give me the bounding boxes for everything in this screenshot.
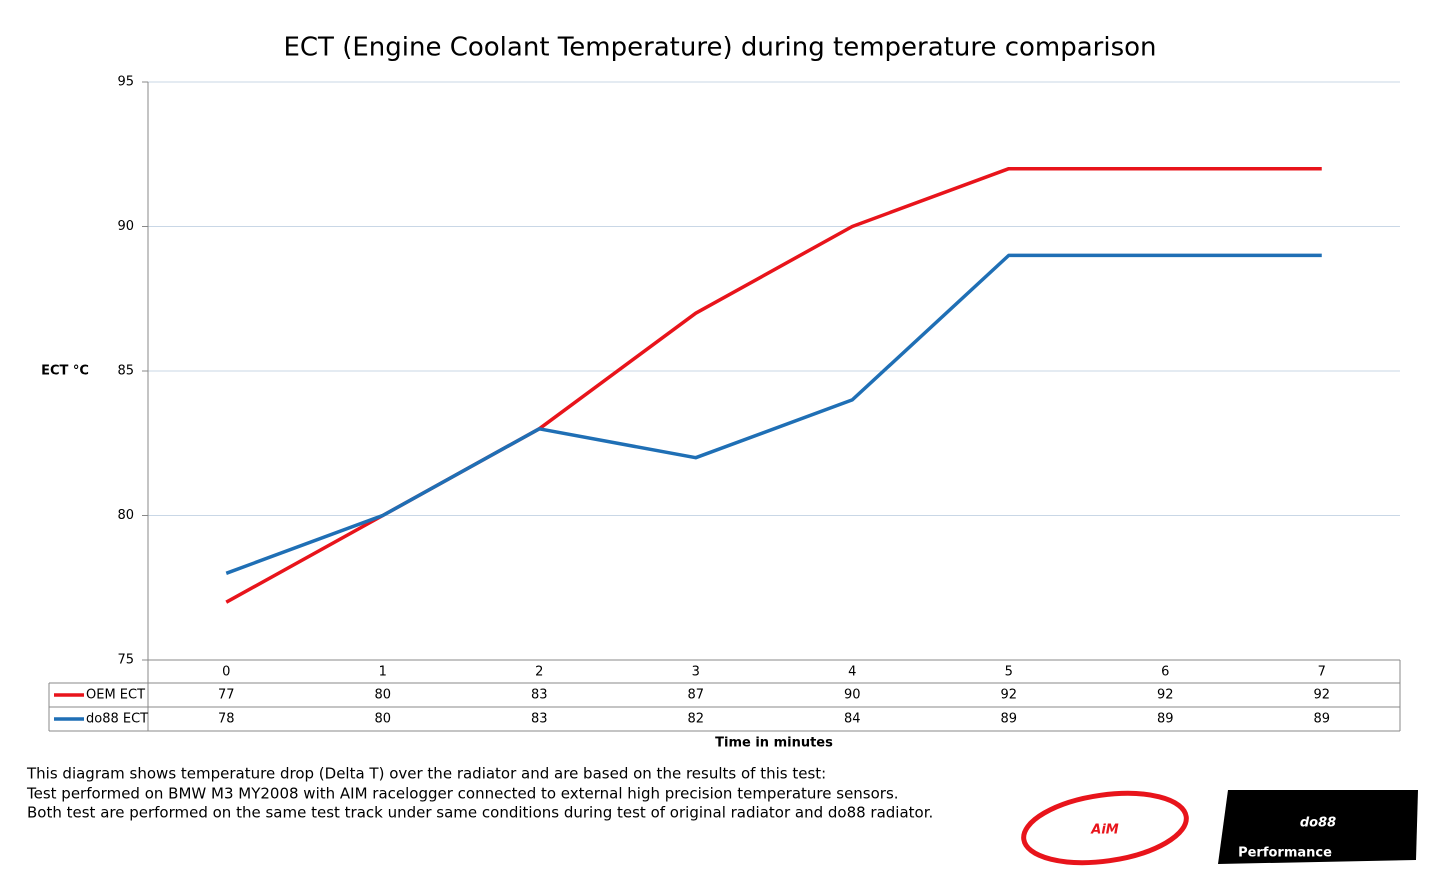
table-value: 87: [687, 688, 704, 703]
table-value: 92: [1000, 688, 1017, 703]
table-value: 89: [1000, 712, 1017, 727]
series-line: [225, 253, 1322, 575]
x-tick-label: 2: [535, 665, 543, 680]
series-line: [225, 166, 1322, 604]
y-tick-label: 75: [117, 653, 134, 668]
x-tick-label: 0: [222, 665, 230, 680]
table-value: 83: [531, 688, 548, 703]
x-tick-label: 3: [692, 665, 700, 680]
note: This diagram shows temperature drop (Del…: [26, 765, 826, 783]
aim-logo: AiM: [1021, 790, 1189, 866]
x-tick-label: 6: [1161, 665, 1169, 680]
logo-text: AiM: [1090, 823, 1119, 838]
table-value: 83: [531, 712, 548, 727]
table-value: 92: [1157, 688, 1174, 703]
x-axis-label: Time in minutes: [715, 736, 833, 751]
table-value: 80: [374, 688, 391, 703]
table-value: 82: [687, 712, 704, 727]
table-value: 78: [218, 712, 235, 727]
legend-label: do88 ECT: [86, 712, 148, 727]
note: Test performed on BMW M3 MY2008 with AIM…: [26, 785, 899, 803]
y-tick-label: 85: [117, 364, 134, 379]
x-tick-label: 1: [379, 665, 387, 680]
table-value: 80: [374, 712, 391, 727]
table-value: 89: [1313, 712, 1330, 727]
table-value: 77: [218, 688, 235, 703]
chart-title: ECT (Engine Coolant Temperature) during …: [283, 33, 1156, 63]
x-tick-label: 4: [848, 665, 856, 680]
x-tick-label: 5: [1005, 665, 1013, 680]
do88-logo: do88 Performance: [1218, 790, 1418, 864]
y-axis-label: ECT °C: [41, 364, 89, 379]
legend-label: OEM ECT: [86, 688, 145, 703]
x-tick-label: 7: [1318, 665, 1326, 680]
y-tick-label: 95: [117, 75, 134, 90]
note: Both test are performed on the same test…: [27, 804, 933, 822]
table-value: 84: [844, 712, 861, 727]
table-value: 92: [1313, 688, 1330, 703]
y-tick-label: 90: [117, 219, 134, 234]
logo-text: do88: [1300, 816, 1336, 831]
table-value: 89: [1157, 712, 1174, 727]
logo-text: Performance: [1238, 846, 1332, 861]
table-value: 90: [844, 688, 861, 703]
y-tick-label: 80: [117, 508, 134, 523]
